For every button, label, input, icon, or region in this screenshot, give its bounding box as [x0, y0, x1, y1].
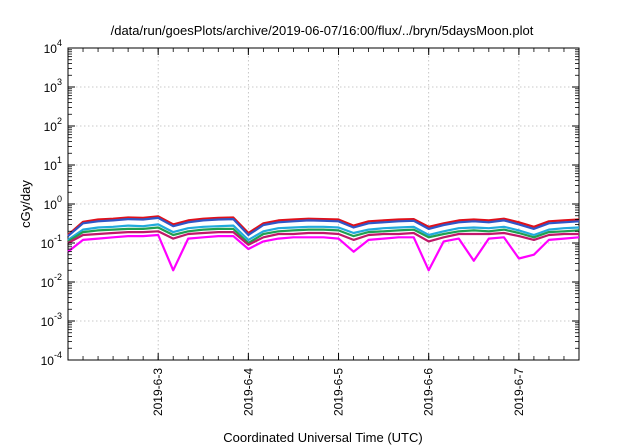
y-tick-exponent: 1	[57, 155, 62, 165]
y-tick-label: 104	[44, 38, 62, 56]
series-line-2	[67, 216, 580, 237]
y-tick-exponent: 0	[57, 194, 62, 204]
y-tick-label: 10-2	[41, 272, 62, 290]
y-tick-label: 10-1	[41, 233, 62, 251]
y-tick-exponent: -1	[54, 233, 62, 243]
x-tick-label: 2019-6-7	[512, 368, 526, 416]
y-tick-label: 10-4	[41, 350, 62, 368]
y-axis-label: cGy/day	[18, 180, 33, 228]
y-tick-label: 103	[44, 77, 62, 95]
y-tick-exponent: -3	[54, 311, 62, 321]
y-tick-exponent: 2	[57, 116, 62, 126]
series-line-5	[67, 230, 579, 246]
y-tick-label: 10-3	[41, 311, 62, 329]
series-line-1	[67, 215, 580, 236]
x-tick-label: 2019-6-6	[422, 368, 436, 416]
y-tick-exponent: 3	[57, 77, 62, 87]
y-tick-label: 100	[44, 194, 62, 212]
series-line-4	[67, 226, 580, 245]
series-group	[67, 215, 580, 272]
x-tick-label: 2019-6-5	[332, 368, 346, 416]
y-tick-label: 102	[44, 116, 62, 134]
y-tick-label: 101	[44, 155, 62, 173]
series-line-6	[67, 233, 580, 272]
x-axis: 2019-6-3 2019-6-4 2019-6-5 2019-6-6 2019-6-7	[67, 48, 580, 416]
x-tick-label: 2019-6-3	[151, 368, 165, 416]
series-line-3	[67, 223, 580, 241]
grid	[68, 48, 579, 360]
x-tick-label: 2019-6-4	[241, 368, 255, 416]
y-tick-exponent: -4	[54, 350, 62, 360]
x-axis-label: Coordinated Universal Time (UTC)	[223, 430, 422, 445]
chart-title: /data/run/goesPlots/archive/2019-06-07/1…	[111, 23, 534, 38]
y-tick-exponent: 4	[57, 38, 62, 48]
y-tick-exponent: -2	[54, 272, 62, 282]
